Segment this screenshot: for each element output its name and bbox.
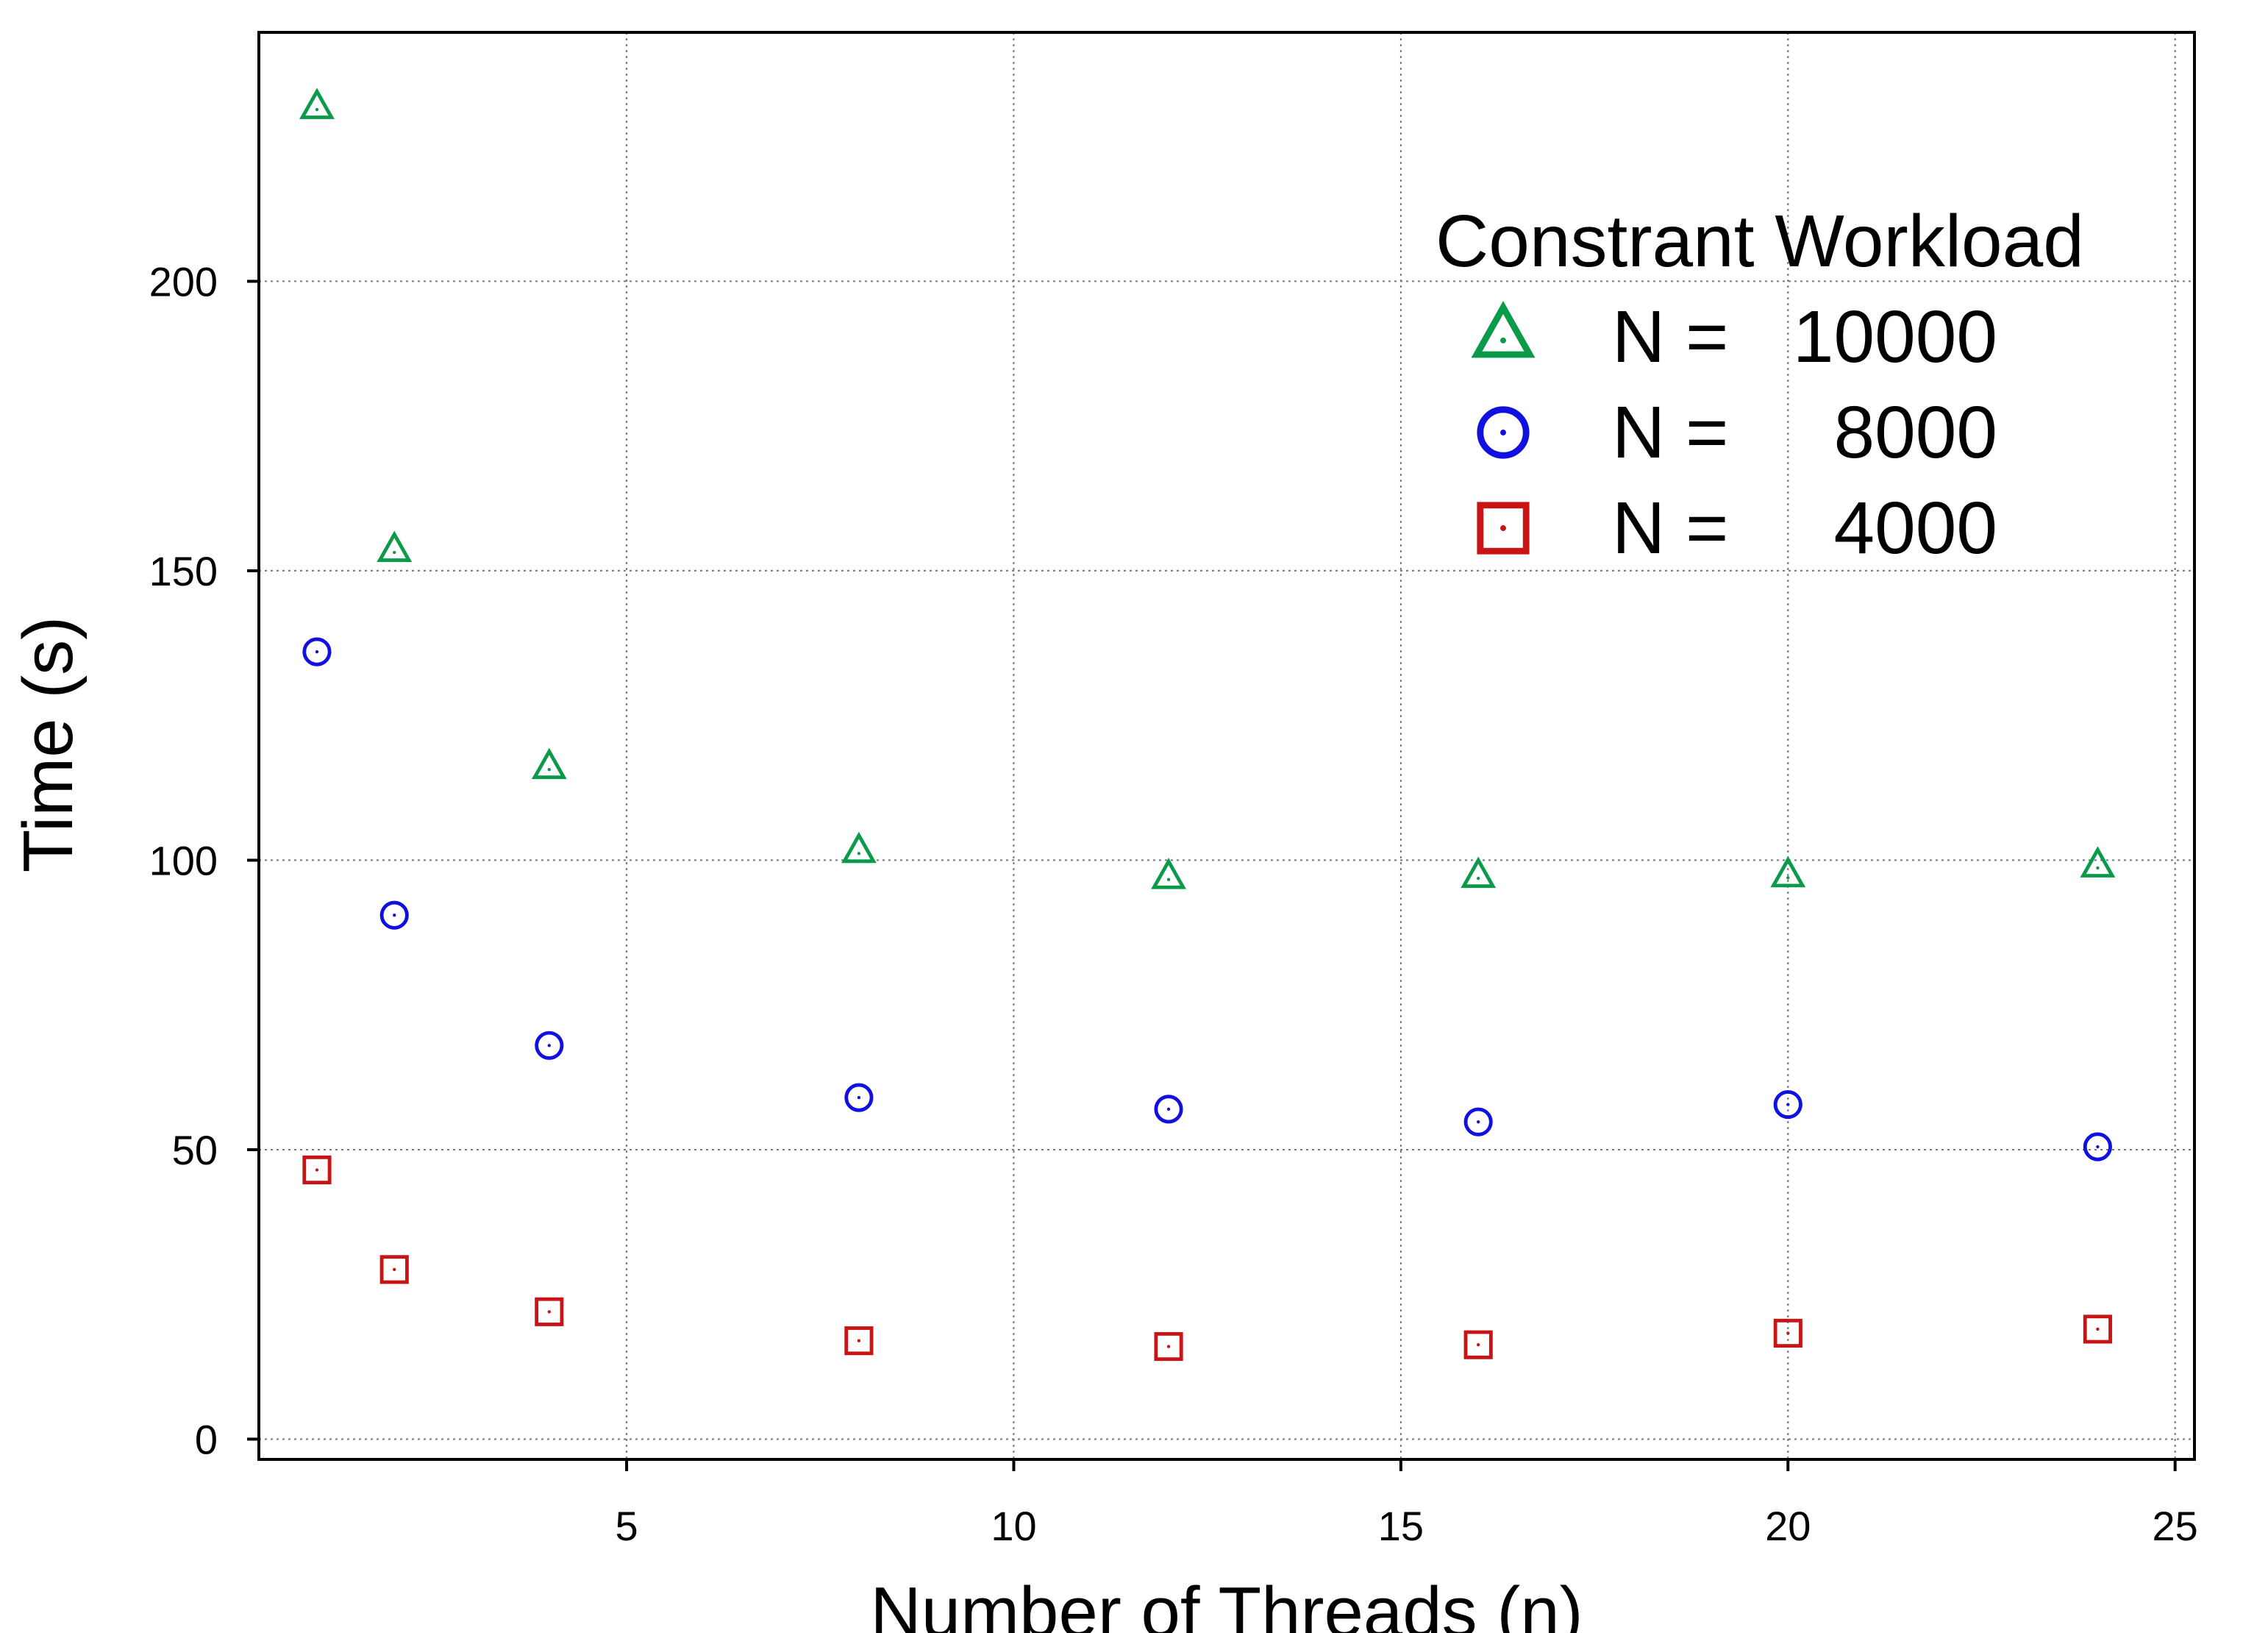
data-point-triangle — [1461, 856, 1497, 889]
legend-marker-triangle — [1471, 301, 1536, 358]
y-tick-label: 0 — [195, 1416, 218, 1462]
x-axis-title: Number of Threads (n) — [870, 1573, 1583, 1633]
data-point-circle — [302, 637, 332, 666]
data-point-square — [844, 1326, 874, 1356]
legend-title: Constrant Workload — [1436, 200, 2084, 282]
data-point-triangle — [299, 88, 335, 119]
y-tick-label: 200 — [149, 258, 218, 305]
series-4000 — [302, 1155, 2112, 1362]
legend-label-value: 4000 — [1834, 487, 1997, 569]
data-point-triangle — [1770, 855, 1806, 888]
legend-label-prefix: N = — [1612, 296, 1728, 378]
legend-entry: N = 4000 — [1477, 487, 1997, 569]
data-point-triangle — [2080, 846, 2116, 878]
data-point-triangle — [1151, 858, 1186, 889]
legend: Constrant Workload N = 10000 N = 8000 N = 400… — [1436, 200, 2084, 569]
data-point-circle — [379, 900, 409, 930]
axis-ticks: 5 10 15 20 25 0 50 100 150 200 — [149, 258, 2198, 1549]
x-tick-label: 10 — [991, 1503, 1036, 1549]
data-point-circle — [535, 1031, 564, 1060]
data-point-square — [1154, 1331, 1183, 1362]
data-point-triangle — [377, 530, 413, 563]
legend-label-prefix: N = — [1612, 487, 1728, 569]
x-tick-label: 25 — [2153, 1503, 2198, 1549]
plot-area-frame — [257, 31, 2196, 1461]
x-tick-label: 20 — [1765, 1503, 1811, 1549]
data-point-triangle — [531, 747, 567, 780]
legend-label-value: 10000 — [1793, 296, 1997, 378]
legend-marker-square — [1477, 502, 1530, 555]
y-tick-label: 150 — [149, 548, 218, 594]
x-tick-label: 5 — [616, 1503, 638, 1549]
legend-entry: N = 8000 — [1477, 391, 1997, 474]
data-point-square — [302, 1155, 332, 1185]
legend-entry: N = 10000 — [1471, 296, 1997, 378]
grid-lines — [259, 32, 2194, 1459]
legend-label-value: 8000 — [1834, 391, 1997, 474]
data-point-circle — [2083, 1132, 2112, 1161]
data-point-circle — [1463, 1107, 1493, 1136]
y-tick-label: 50 — [172, 1127, 218, 1173]
data-point-square — [1463, 1330, 1493, 1359]
data-point-square — [379, 1255, 409, 1284]
data-points — [299, 88, 2116, 1362]
data-point-circle — [844, 1083, 874, 1112]
y-tick-label: 100 — [149, 837, 218, 883]
x-tick-label: 15 — [1378, 1503, 1424, 1549]
series-10000 — [299, 88, 2116, 889]
legend-label-prefix: N = — [1612, 391, 1728, 474]
data-point-circle — [1773, 1089, 1802, 1120]
data-point-circle — [1154, 1095, 1183, 1124]
data-point-square — [2083, 1314, 2112, 1344]
data-point-square — [1773, 1318, 1802, 1348]
data-point-triangle — [841, 831, 877, 864]
data-point-square — [535, 1297, 564, 1326]
series-8000 — [302, 637, 2112, 1161]
y-axis-title: Time (s) — [9, 616, 88, 872]
legend-entries: N = 10000 N = 8000 N = 4000 — [1471, 296, 1997, 569]
legend-marker-circle — [1477, 406, 1530, 459]
